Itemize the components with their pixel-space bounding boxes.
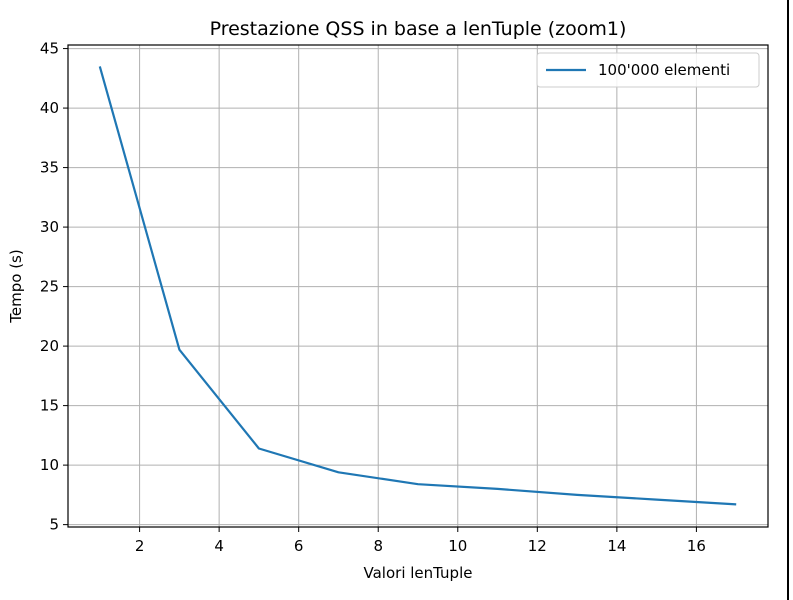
x-tick-label: 14 (607, 537, 626, 555)
right-edge-border (787, 0, 789, 600)
x-tick-label: 8 (373, 537, 383, 555)
y-tick-label: 20 (40, 337, 59, 355)
y-axis-label: Tempo (s) (7, 249, 25, 323)
y-tick-label: 45 (40, 40, 59, 58)
legend-box (536, 52, 760, 88)
y-tick-label: 15 (40, 397, 59, 415)
y-tick-label: 30 (40, 218, 59, 236)
y-tick-label: 40 (40, 99, 59, 117)
y-tick-label: 10 (40, 456, 59, 474)
x-axis-label: Valori lenTuple (364, 564, 473, 582)
series-line (98, 66, 737, 506)
x-tick-label: 12 (528, 537, 547, 555)
y-tick-label: 35 (40, 159, 59, 177)
x-tick-label: 6 (294, 537, 304, 555)
series-layer (98, 66, 737, 506)
legend-label: 100'000 elementi (598, 61, 730, 79)
y-tick-label: 25 (40, 278, 59, 296)
x-axis-ticks: 2 4 6 8 10 12 14 16 (135, 527, 706, 555)
x-tick-label: 10 (448, 537, 467, 555)
legend: 100'000 elementi (536, 52, 760, 88)
y-tick-label: 5 (49, 516, 59, 534)
x-tick-label: 2 (135, 537, 145, 555)
plot-frame (67, 44, 769, 528)
y-axis-ticks: 5 10 15 20 25 30 35 40 45 (40, 40, 68, 534)
x-tick-label: 4 (214, 537, 224, 555)
grid (68, 45, 768, 527)
x-tick-label: 16 (687, 537, 706, 555)
chart-title: Prestazione QSS in base a lenTuple (zoom… (210, 18, 627, 40)
